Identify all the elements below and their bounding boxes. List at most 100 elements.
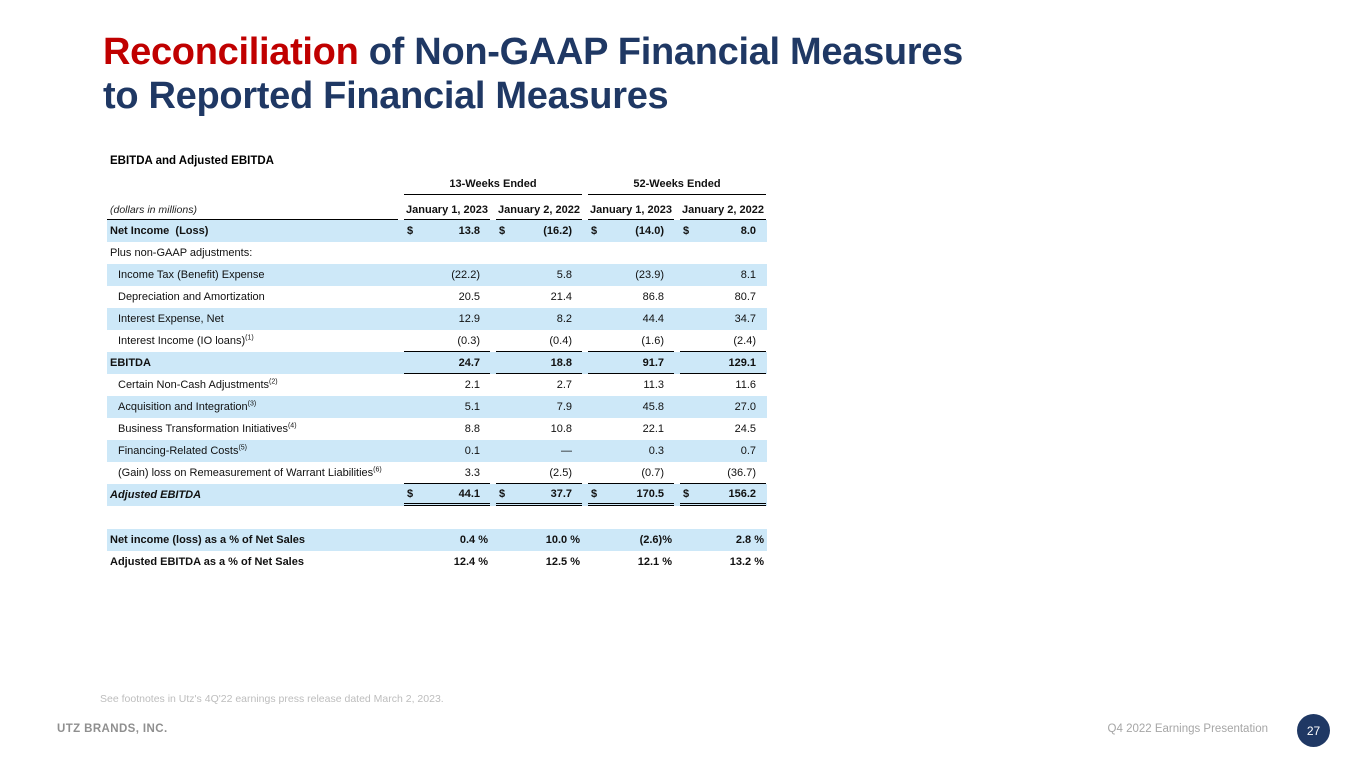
value-text: 24.5 (734, 423, 756, 435)
column-group-52-weeks: 52-Weeks Ended (588, 178, 766, 195)
currency-symbol: $ (499, 487, 506, 500)
currency-symbol: $ (591, 225, 598, 237)
row-label: Acquisition and Integration(3) (118, 400, 257, 413)
column-header: January 1, 2023 (404, 204, 490, 220)
row-value-cell: 10.0 % (496, 529, 582, 551)
value-text: 22.1 (642, 423, 664, 435)
row-label: Interest Income (IO loans)(1) (118, 334, 254, 347)
value-text: 34.7 (734, 313, 756, 325)
row-value-cell: 27.0 (680, 396, 766, 418)
row-label: Adjusted EBITDA (110, 489, 202, 501)
row-value-cell: 12.1 % (588, 551, 674, 573)
table-row: Depreciation and Amortization 20.5 21.4 86.… (107, 286, 767, 308)
row-value-cell: 10.8 (496, 418, 582, 440)
column-header: January 1, 2023 (588, 204, 674, 220)
column-group-13-weeks: 13-Weeks Ended (404, 178, 582, 195)
row-value-cell: (22.2) (404, 264, 490, 286)
table-row: Income Tax (Benefit) Expense (22.2) 5.8 (23… (107, 264, 767, 286)
value-text: 5.1 (464, 401, 480, 413)
row-value-cell: 21.4 (496, 286, 582, 308)
row-value-cell: $8.0 (680, 220, 766, 242)
currency-symbol: $ (683, 487, 690, 500)
column-header: January 2, 2022 (496, 204, 582, 220)
row-value-cell: $156.2 (680, 484, 766, 506)
row-value-cell: $13.8 (404, 220, 490, 242)
value-text: (0.3) (457, 334, 480, 347)
row-value-cell: 86.8 (588, 286, 674, 308)
row-value-cell: 0.1 (404, 440, 490, 462)
value-text: 27.0 (734, 401, 756, 413)
value-text: (2.6)% (639, 534, 672, 546)
value-text: 24.7 (458, 356, 480, 369)
row-value-cell: 129.1 (680, 352, 766, 374)
value-text: 21.4 (550, 291, 572, 303)
value-text: (22.2) (451, 269, 480, 281)
row-value-cell: 20.5 (404, 286, 490, 308)
row-value-cell: $ (14.0) (588, 220, 674, 242)
row-value-cell: 12.4 % (404, 551, 490, 573)
page-title-highlight: Reconciliation (103, 31, 359, 73)
value-text: 0.4 % (459, 534, 488, 546)
footnote-marker: (5) (238, 444, 248, 452)
row-value-cell: 11.6 (680, 374, 766, 396)
value-text: 12.9 (458, 313, 480, 325)
table-spacer (107, 506, 767, 529)
value-text: 37.7 (550, 487, 572, 500)
row-label: Depreciation and Amortization (118, 291, 265, 303)
row-value-cell: 3.3 (404, 462, 490, 484)
page-number-badge: 27 (1297, 714, 1330, 747)
row-value-cell (588, 242, 674, 264)
row-value-cell (404, 242, 490, 264)
row-value-cell: (36.7) (680, 462, 766, 484)
value-text: 8.2 (556, 313, 572, 325)
table-row: Adjusted EBITDA $44.1 $37.7 $170.5 $156.2 (107, 484, 767, 506)
table-row: Certain Non-Cash Adjustments(2) 2.1 2.7 11.… (107, 374, 767, 396)
row-value-cell: $37.7 (496, 484, 582, 506)
row-value-cell: 45.8 (588, 396, 674, 418)
value-text: 156.2 (728, 487, 756, 500)
value-text: 2.7 (556, 379, 572, 391)
unit-label: (dollars in millions) (107, 204, 398, 220)
value-text: 80.7 (734, 291, 756, 303)
footnote-marker: (3) (247, 400, 257, 408)
row-value-cell: (0.3) (404, 330, 490, 352)
row-value-cell: (0.4) (496, 330, 582, 352)
table-row: Business Transformation Initiatives(4) 8.… (107, 418, 767, 440)
value-text: (0.7) (641, 466, 664, 479)
footer-presentation-caption: Q4 2022 Earnings Presentation (1107, 723, 1268, 735)
row-value-cell (496, 242, 582, 264)
row-label: Business Transformation Initiatives(4) (118, 422, 297, 435)
footnote-text: See footnotes in Utz's 4Q'22 earnings pr… (100, 693, 444, 705)
page-title: Reconciliation of Non-GAAP Financial Mea… (103, 30, 963, 118)
column-group-header-row: 13-Weeks Ended 52-Weeks Ended (107, 178, 767, 195)
footnote-marker: (6) (373, 466, 382, 474)
value-text: (0.4) (549, 334, 572, 347)
row-value-cell: (2.6)% (588, 529, 674, 551)
value-text: 20.5 (458, 291, 480, 303)
table-row: (Gain) loss on Remeasurement of Warrant … (107, 462, 767, 484)
value-text: 2.8 % (735, 534, 764, 546)
column-header: January 2, 2022 (680, 204, 766, 220)
row-label: (Gain) loss on Remeasurement of Warrant … (118, 466, 382, 479)
value-text: 11.3 (643, 379, 664, 391)
table-row: Plus non-GAAP adjustments: (107, 242, 767, 264)
value-text: — (561, 445, 572, 457)
table-row: Net income (loss) as a % of Net Sales 0.4… (107, 529, 767, 551)
row-value-cell: 5.8 (496, 264, 582, 286)
row-value-cell: 13.2 % (680, 551, 766, 573)
value-text: (2.4) (733, 334, 756, 347)
value-text: 2.1 (464, 379, 480, 391)
row-value-cell: 18.8 (496, 352, 582, 374)
row-label: Net income (loss) as a % of Net Sales (110, 534, 306, 546)
row-value-cell: 8.8 (404, 418, 490, 440)
value-text: 170.5 (636, 487, 664, 500)
currency-symbol: $ (683, 225, 690, 237)
footnote-marker: (2) (269, 378, 278, 386)
row-value-cell: $44.1 (404, 484, 490, 506)
value-text: 8.8 (464, 423, 480, 435)
value-text: 91.7 (642, 356, 664, 369)
row-value-cell: 12.5 % (496, 551, 582, 573)
row-value-cell: — (496, 440, 582, 462)
table-heading: EBITDA and Adjusted EBITDA (110, 155, 274, 167)
